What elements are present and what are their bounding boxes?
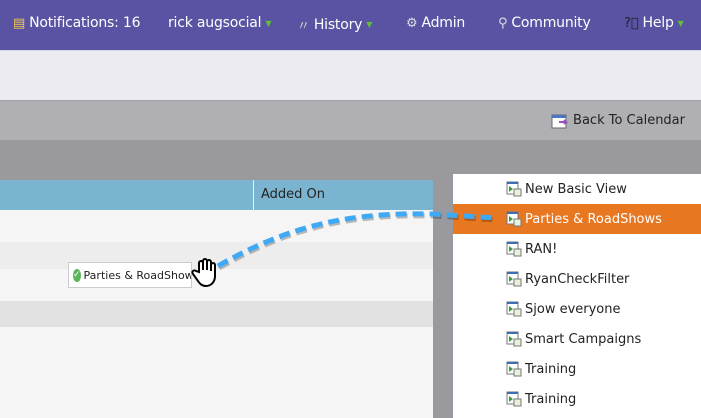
- back-to-calendar-button[interactable]: Back To Calendar: [551, 112, 685, 129]
- list-item[interactable]: Sjow everyone: [453, 294, 701, 324]
- list-item-label: RAN!: [525, 241, 558, 257]
- notifications-menu[interactable]: ▤ Notifications: 16: [13, 15, 141, 31]
- history-menu[interactable]: 〃 History ▼: [297, 15, 373, 35]
- column-added-on[interactable]: Added On: [261, 187, 326, 202]
- view-icon: [506, 241, 522, 257]
- calendar-icon: [551, 114, 569, 129]
- drag-chip-label: Parties & RoadShows: [83, 268, 192, 282]
- notepad-icon: ▤: [13, 15, 26, 31]
- view-list: New Basic View Parties & RoadShows RAN! Rya…: [453, 174, 701, 418]
- user-label: rick augsocial: [168, 15, 262, 31]
- list-item[interactable]: Parties & RoadShows: [453, 204, 701, 234]
- question-icon: ?⃝: [624, 15, 639, 31]
- column-divider[interactable]: [253, 180, 254, 210]
- view-icon: [506, 391, 522, 407]
- top-nav: ▤ Notifications: 16 rick augsocial ▼ 〃 Hist…: [0, 0, 701, 50]
- chevron-down-icon: ▼: [677, 18, 684, 28]
- community-label: Community: [511, 15, 591, 31]
- table-row: [0, 210, 433, 242]
- footprints-icon: 〃: [297, 19, 310, 34]
- table-row: [0, 269, 433, 301]
- community-icon: ⚲: [498, 15, 508, 31]
- list-item[interactable]: New Basic View: [453, 174, 701, 204]
- admin-label: Admin: [421, 15, 466, 31]
- list-item-label: Training: [525, 361, 577, 377]
- list-item-label: Smart Campaigns: [525, 331, 642, 347]
- help-label: Help: [642, 15, 674, 31]
- admin-menu[interactable]: ⚙ Admin: [406, 15, 465, 31]
- subheader: [0, 50, 701, 100]
- list-item[interactable]: Smart Campaigns: [453, 324, 701, 354]
- notifications-label: Notifications: 16: [29, 15, 141, 31]
- chevron-down-icon: ▼: [265, 18, 272, 28]
- view-icon: [506, 211, 522, 227]
- drag-chip[interactable]: ✓ Parties & RoadShows: [68, 262, 192, 288]
- list-item-label: Sjow everyone: [525, 301, 621, 317]
- list-item[interactable]: Training: [453, 354, 701, 384]
- toolbar: Back To Calendar: [0, 100, 701, 140]
- view-icon: [506, 181, 522, 197]
- list-item-label: New Basic View: [525, 181, 627, 197]
- list-item-label: RyanCheckFilter: [525, 271, 630, 287]
- table-row: [0, 327, 433, 418]
- list-item-label: Training: [525, 391, 577, 407]
- table-row: [0, 242, 433, 269]
- chevron-down-icon: ▼: [366, 20, 373, 29]
- section-band: [0, 140, 701, 180]
- list-item-label: Parties & RoadShows: [525, 211, 662, 227]
- table-header: Added On: [0, 180, 433, 210]
- back-to-calendar-label: Back To Calendar: [573, 113, 685, 128]
- table-row: [0, 301, 433, 327]
- list-item[interactable]: RyanCheckFilter: [453, 264, 701, 294]
- gear-icon: ⚙: [406, 15, 418, 31]
- user-menu[interactable]: rick augsocial ▼: [168, 15, 272, 31]
- view-icon: [506, 331, 522, 347]
- view-icon: [506, 361, 522, 377]
- list-item[interactable]: RAN!: [453, 234, 701, 264]
- list-item[interactable]: Training: [453, 384, 701, 414]
- view-icon: [506, 301, 522, 317]
- view-icon: [506, 271, 522, 287]
- check-icon: ✓: [73, 268, 81, 282]
- help-menu[interactable]: ?⃝ Help ▼: [624, 15, 684, 31]
- history-label: History: [313, 16, 363, 33]
- community-menu[interactable]: ⚲ Community: [498, 15, 591, 31]
- splitter[interactable]: [433, 180, 453, 418]
